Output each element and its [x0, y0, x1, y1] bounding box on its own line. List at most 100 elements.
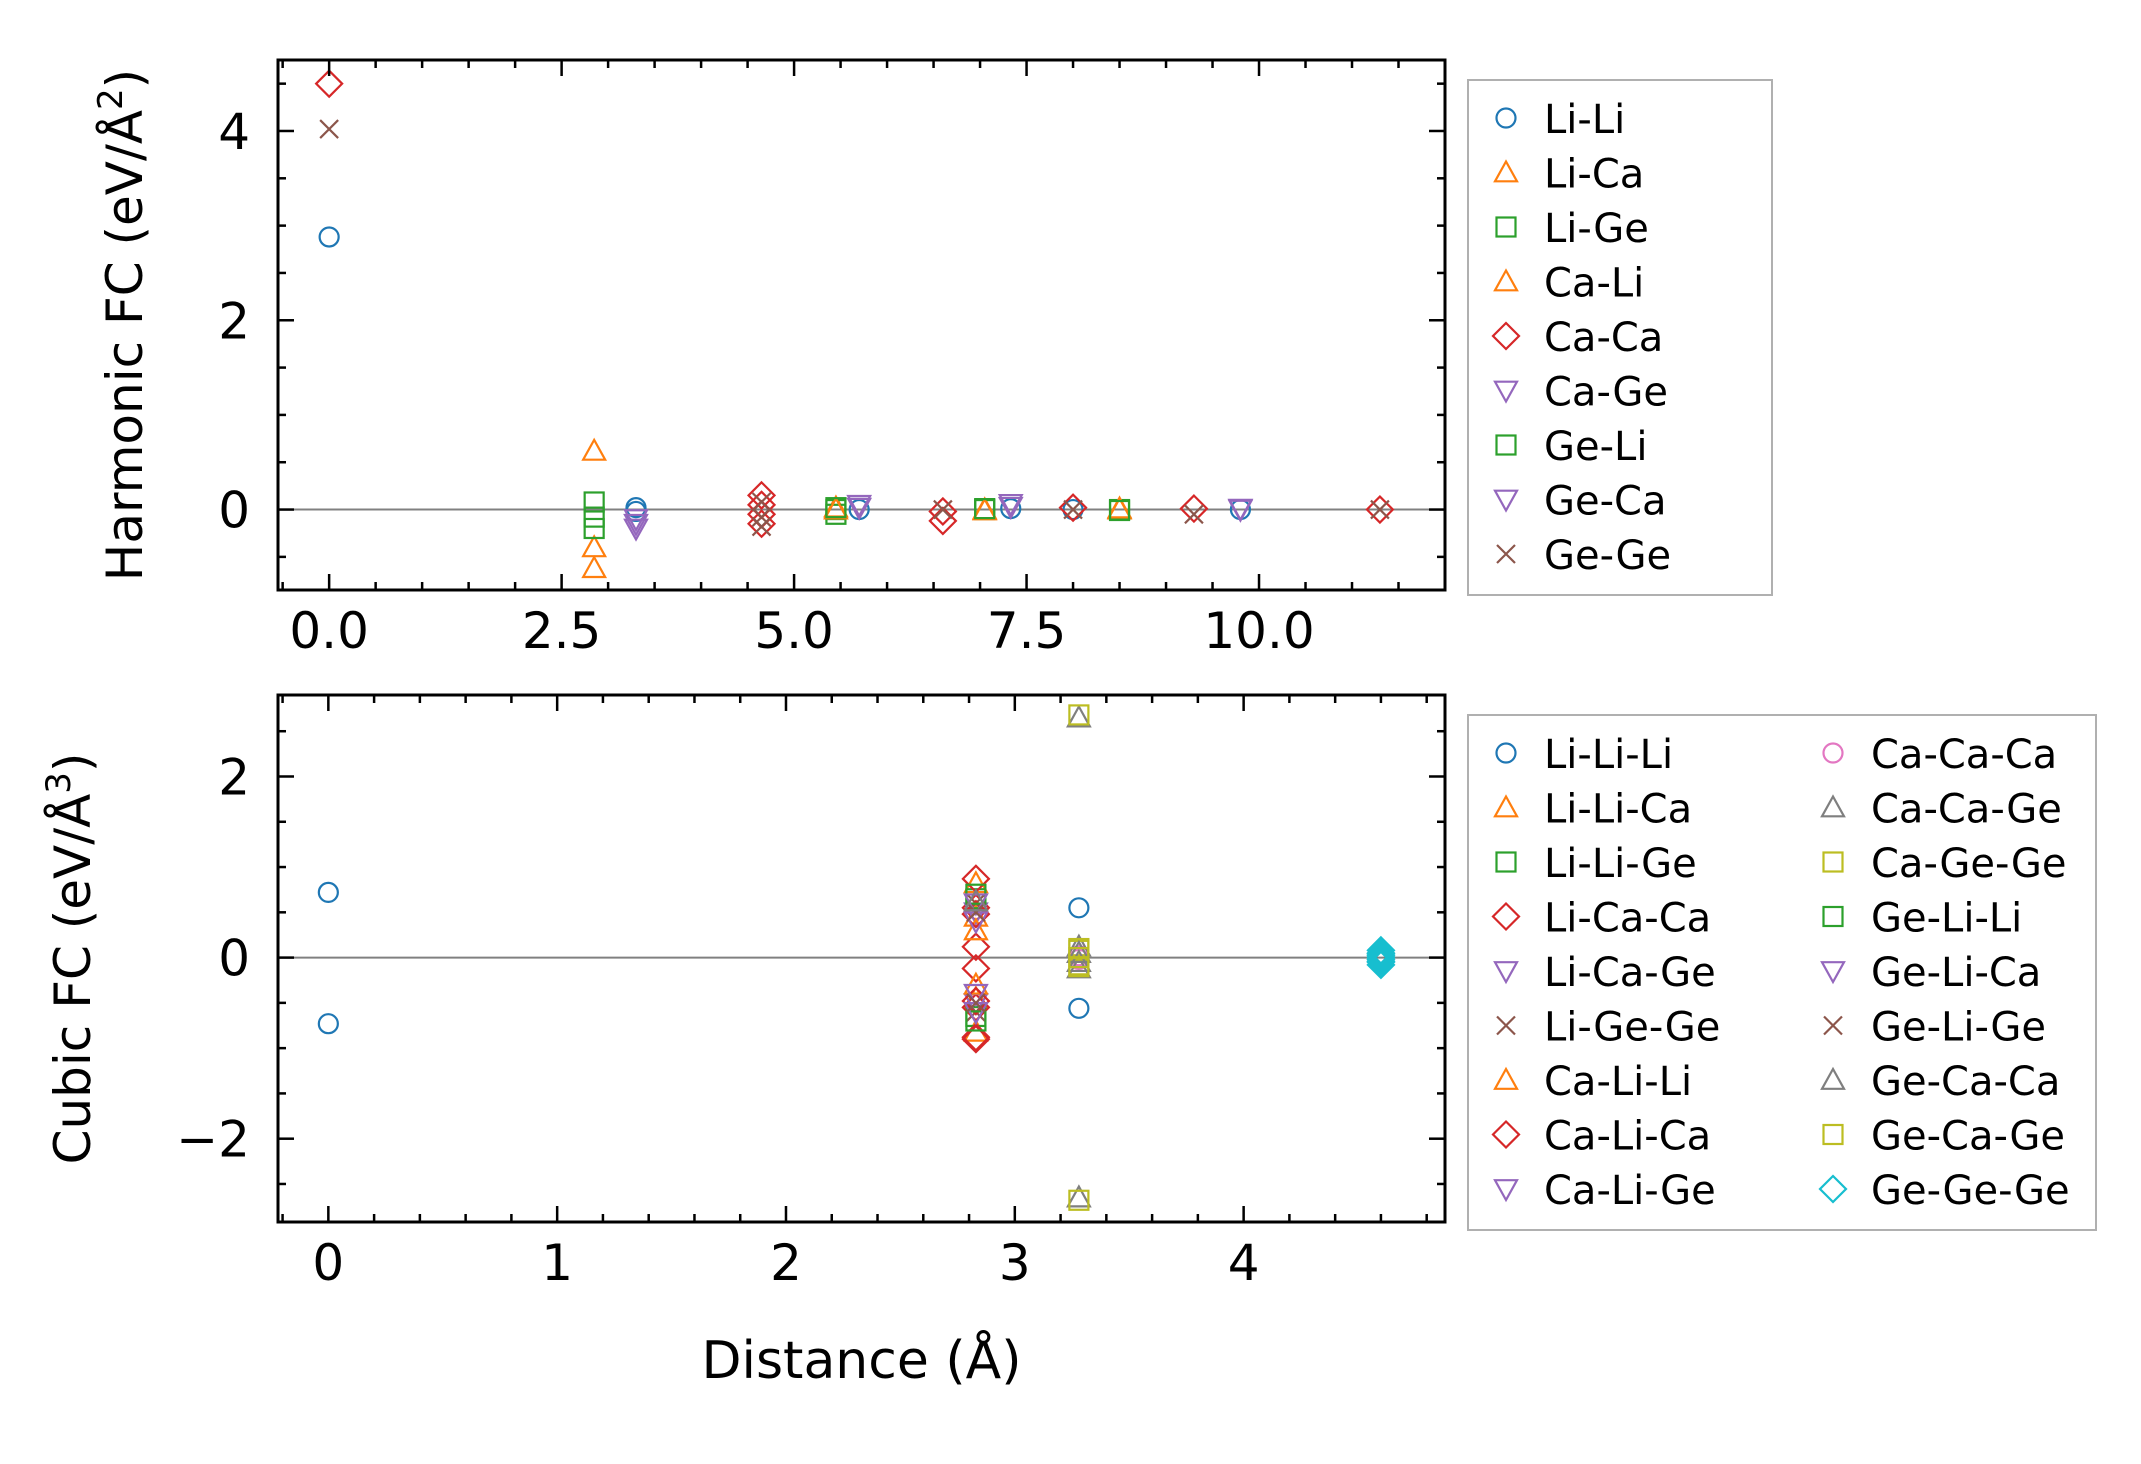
legend-marker-ca-ca	[1491, 321, 1521, 351]
point-ge-ge-0	[319, 119, 339, 139]
legend-label-ge-ge: Ge-Ge	[1544, 533, 1671, 579]
point-ge-ge-ge-4	[1366, 944, 1396, 974]
point-ge-ge-ge-2	[1366, 941, 1396, 971]
y-tick-label: 0	[218, 930, 250, 988]
harmonic-legend: Li-Li Li-Ca Li-Ge Ca-Li Ca-Ca Ca-Ge Ge-Li Ge-Ca…	[1467, 79, 1773, 596]
legend-label-li-ca-ge: Li-Ca-Ge	[1544, 950, 1716, 996]
point-ca-ca-8	[1179, 494, 1209, 524]
legend-label-ca-ca: Ca-Ca	[1544, 315, 1663, 361]
x-tick-label: 5.0	[754, 602, 834, 660]
point-ca-li-2	[1106, 495, 1133, 519]
point-ca-ca-ge-0	[1066, 704, 1092, 728]
legend-marker-ge-ge	[1496, 544, 1516, 564]
point-ca-ge-ge-1	[1068, 1189, 1090, 1211]
x-axis-label: Distance (Å)	[701, 1329, 1021, 1391]
legend-marker-ge-ca	[1493, 489, 1519, 513]
legend-marker-ca-li-ca	[1491, 1119, 1521, 1150]
point-ca-ge-3	[997, 496, 1024, 520]
x-tick-label: 3	[999, 1234, 1031, 1292]
point-ca-ca-ge-1	[1066, 1184, 1092, 1208]
point-li-li-0	[318, 226, 340, 248]
point-ca-ge-1	[623, 518, 649, 542]
point-ca-li-ge-1	[963, 983, 989, 1008]
x-tick-label: 0.0	[289, 602, 369, 660]
point-ge-ge-ge-7	[1366, 939, 1396, 969]
point-ge-ge-ge-8	[1366, 946, 1396, 976]
legend-label-ca-li-ca: Ca-Li-Ca	[1544, 1114, 1711, 1160]
point-li-ca-2	[581, 554, 608, 579]
point-ge-li-ge-1	[966, 993, 986, 1013]
legend-marker-ge-li-ca	[1820, 961, 1846, 985]
legend-marker-li-li-li	[1495, 742, 1517, 764]
point-ge-ca-ca-0	[1066, 939, 1092, 963]
point-li-li-li-2	[1068, 897, 1090, 919]
x-tick-label: 10.0	[1203, 602, 1314, 660]
cubic-legend: Li-Li-Li Li-Li-Ca Li-Li-Ge Li-Ca-Ca Li-Ca-Ge…	[1467, 714, 2097, 1231]
legend-marker-ca-li-ge	[1493, 1179, 1519, 1203]
legend-marker-li-ge-ge	[1496, 1015, 1516, 1036]
legend-marker-ge-li	[1495, 434, 1517, 456]
legend-marker-ge-ca-ca	[1820, 1066, 1846, 1090]
y-axis-label: Harmonic FC (eV/Å2)	[91, 69, 154, 581]
point-ca-ca-1	[746, 480, 777, 510]
point-ge-ge-3	[751, 516, 772, 537]
point-li-ge-0	[583, 491, 605, 513]
legend-marker-li-ca	[1493, 159, 1519, 183]
point-ge-li-ge-0	[966, 902, 986, 923]
point-ge-ge-7	[1370, 499, 1390, 520]
legend-marker-li-ca-ca	[1491, 901, 1521, 932]
point-ge-li-ca-0	[963, 893, 989, 917]
legend-label-ca-li-ge: Ca-Li-Ge	[1544, 1168, 1716, 1214]
point-ge-ca-3	[1227, 498, 1254, 522]
legend-label-li-li-li: Li-Li-Li	[1544, 732, 1673, 778]
point-ge-ge-ge-0	[1366, 935, 1396, 965]
point-ge-ca-ca-2	[963, 888, 989, 912]
legend-marker-ca-ca-ge	[1820, 794, 1846, 818]
legend-label-ca-ge: Ca-Ge	[1544, 370, 1668, 416]
legend-label-ge-ca-ge: Ge-Ca-Ge	[1871, 1114, 2065, 1160]
point-ca-li-ca-1	[961, 986, 991, 1016]
legend-label-li-ca: Li-Ca	[1544, 152, 1644, 198]
legend-marker-ca-ca-ca	[1822, 742, 1844, 764]
point-li-li-li-3	[1068, 997, 1090, 1019]
legend-marker-li-li	[1495, 107, 1517, 129]
point-ge-ge-5	[1063, 499, 1083, 520]
x-tick-label: 1	[541, 1234, 573, 1292]
point-ca-ca-9	[1365, 494, 1395, 525]
point-ca-ca-5	[928, 496, 958, 527]
point-ca-ca-7	[1058, 493, 1088, 523]
legend-marker-ca-ge-ge	[1822, 851, 1844, 873]
point-ge-li-li-1	[965, 1010, 987, 1032]
point-ca-li-0	[823, 496, 849, 520]
legend-marker-ge-li-ge	[1823, 1015, 1843, 1036]
point-ge-li-1	[974, 498, 996, 520]
point-ge-ge-4	[933, 499, 953, 520]
y-tick-label: −2	[176, 1111, 250, 1169]
legend-label-li-li: Li-Li	[1544, 97, 1625, 143]
point-li-ca-ca-2	[961, 932, 991, 962]
point-li-ca-ca-5	[961, 1024, 991, 1054]
point-ca-ca-6	[928, 506, 958, 536]
legend-label-li-ge: Li-Ge	[1544, 206, 1649, 252]
point-li-ge-2	[583, 517, 605, 540]
axes-frame	[276, 58, 1447, 592]
cubic-fc-panel: 0 1 2 3 4 −2 0 2 Cubic FC (eV/Å3) Distance (Å)	[39, 693, 1447, 1391]
legend-marker-li-ca-ge	[1493, 961, 1519, 985]
point-ge-li-2	[1108, 499, 1131, 522]
legend-label-ge-ca-ca: Ge-Ca-Ca	[1871, 1059, 2060, 1105]
legend-label-ca-ca-ca: Ca-Ca-Ca	[1871, 732, 2057, 778]
legend-marker-li-li-ca	[1493, 794, 1519, 818]
legend-box	[1467, 714, 2097, 1231]
legend-label-ge-ge-ge: Ge-Ge-Ge	[1871, 1168, 2070, 1214]
y-tick-label: 0	[218, 482, 250, 540]
point-ge-ge-2	[751, 507, 772, 527]
legend-label-li-ge-ge: Li-Ge-Ge	[1544, 1005, 1720, 1051]
point-li-li-li-1	[317, 1013, 339, 1035]
legend-label-ca-li: Ca-Li	[1544, 261, 1644, 307]
legend-marker-ca-li-li	[1493, 1066, 1519, 1090]
point-ca-li-ca-2	[961, 1022, 991, 1052]
x-tick-label: 4	[1228, 1234, 1260, 1292]
x-tick-label: 7.5	[987, 602, 1067, 660]
point-ca-li-1	[971, 497, 998, 521]
